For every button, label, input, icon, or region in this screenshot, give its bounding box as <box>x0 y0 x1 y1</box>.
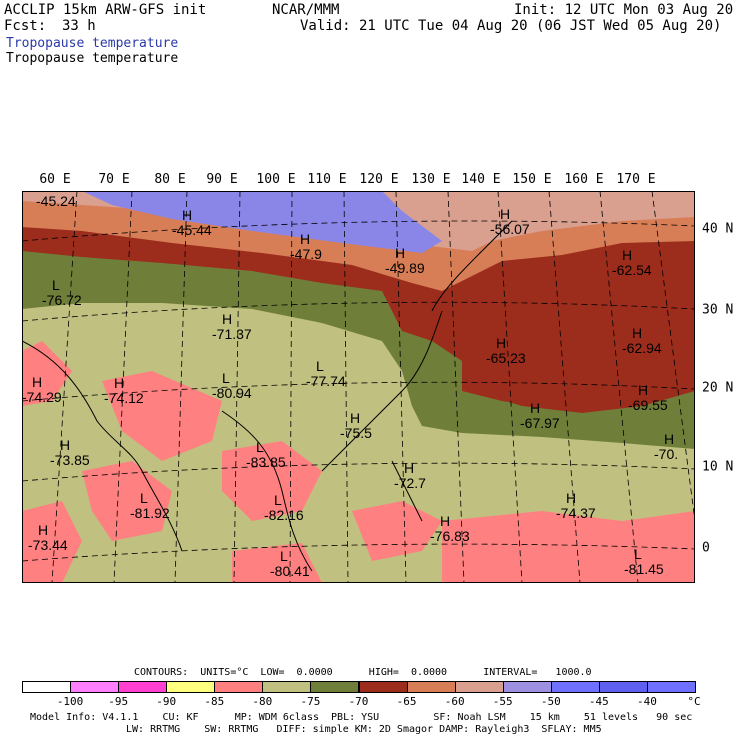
colorbar-tick-label: -75 <box>300 695 321 708</box>
lon-label: 140 E <box>461 172 501 187</box>
colorbar-tick-label: -50 <box>540 695 561 708</box>
coastlines <box>22 220 513 572</box>
lon-label: 160 E <box>564 172 604 187</box>
colorbar-tick-label: -80 <box>252 695 273 708</box>
lon-label: 90 E <box>206 172 238 187</box>
valid-time: Valid: 21 UTC Tue 04 Aug 20 (06 JST Wed … <box>300 18 722 34</box>
colorbar-swatch <box>550 681 600 693</box>
forecast-label: Fcst: <box>4 18 47 34</box>
colorbar-swatch <box>214 681 264 693</box>
colorbar-swatch <box>502 681 552 693</box>
colorbar-tick-label: -40 <box>636 695 657 708</box>
field-title-shaded: Tropopause temperature <box>6 36 179 51</box>
colorbar-tick-label: -70 <box>348 695 369 708</box>
colorbar-tick-label: -95 <box>108 695 129 708</box>
tropopause-temperature-map <box>22 191 695 583</box>
lat-label: 10 N <box>702 459 734 475</box>
colorbar-tick-label: -85 <box>204 695 225 708</box>
model-info-line1: Model Info: V4.1.1 CU: KF MP: WDM 6class… <box>30 712 693 723</box>
colorbar-swatch <box>262 681 312 693</box>
band-blue <box>82 191 442 253</box>
lat-label: 30 N <box>702 302 734 318</box>
colorbar-tick-label: -90 <box>156 695 177 708</box>
lon-label: 70 E <box>98 172 130 187</box>
colorbar-tick-label: -55 <box>492 695 513 708</box>
lat-label: 20 N <box>702 380 734 396</box>
model-title: ACCLIP 15km ARW-GFS init <box>4 2 207 18</box>
colorbar-tick-label: -60 <box>444 695 465 708</box>
lat-label: 40 N <box>702 221 734 237</box>
band-red-pacific <box>462 251 695 413</box>
colorbar-swatch <box>22 681 72 693</box>
field-title-contour: Tropopause temperature <box>6 51 179 66</box>
colorbar-swatch <box>310 681 360 693</box>
colorbar-swatch <box>166 681 216 693</box>
lon-label: 170 E <box>616 172 656 187</box>
model-info-line2: LW: RRTMG SW: RRTMG DIFF: simple KM: 2D … <box>126 724 602 735</box>
colorbar-swatch <box>454 681 504 693</box>
colorbar-swatch <box>118 681 168 693</box>
lon-label: 60 E <box>39 172 71 187</box>
colorbar-swatch <box>358 681 408 693</box>
graticule <box>22 191 695 583</box>
org-label: NCAR/MMM <box>272 2 340 18</box>
colorbar-tick-label: -100 <box>56 695 84 708</box>
colorbar-tick-label: -45 <box>588 695 609 708</box>
lon-label: 150 E <box>512 172 552 187</box>
lon-label: 80 E <box>154 172 186 187</box>
colorbar-swatch <box>646 681 696 693</box>
contours-info: CONTOURS: UNITS=°C LOW= 0.0000 HIGH= 0.0… <box>134 667 592 678</box>
colorbar-swatch <box>598 681 648 693</box>
init-time: Init: 12 UTC Mon 03 Aug 20 <box>514 2 734 18</box>
colorbar-swatch <box>70 681 120 693</box>
colorbar-swatch <box>406 681 456 693</box>
forecast-hours: 33 h <box>62 18 96 34</box>
lon-label: 100 E <box>256 172 296 187</box>
lon-label: 120 E <box>359 172 399 187</box>
lon-label: 110 E <box>307 172 347 187</box>
colorbar-tick-label: -65 <box>396 695 417 708</box>
lon-label: 130 E <box>411 172 451 187</box>
colorbar-unit: °C <box>687 695 701 708</box>
lat-label: 0 <box>702 540 710 556</box>
map-frame <box>22 191 695 583</box>
